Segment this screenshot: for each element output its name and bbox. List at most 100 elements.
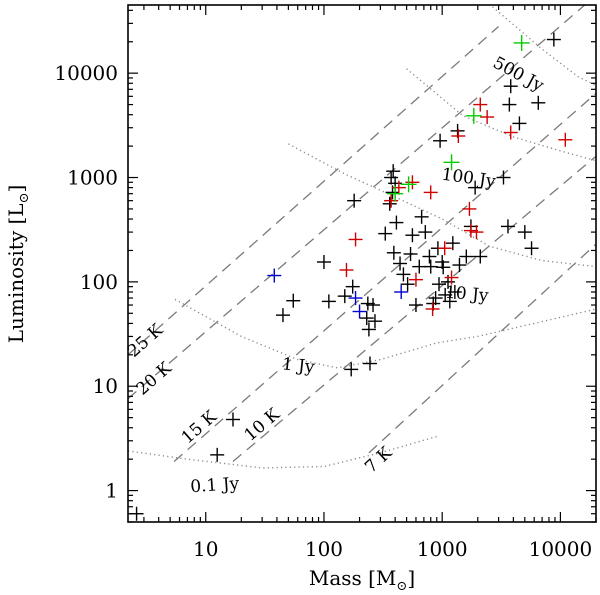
axis-ticks: 10 100 1000 10000 1 10 100 1000 10000 — [54, 5, 597, 561]
data-point — [444, 270, 459, 285]
data-point — [408, 272, 423, 287]
data-point — [367, 314, 382, 329]
data-point — [468, 180, 483, 195]
data-point — [337, 289, 352, 304]
data-point — [524, 241, 539, 256]
x-tick-label: 10000 — [529, 537, 593, 561]
temperature-line-20-k — [128, 5, 586, 400]
y-tick-label: 1 — [105, 479, 118, 503]
data-point — [348, 291, 363, 306]
data-point — [384, 193, 399, 208]
data-point — [437, 241, 452, 256]
data-point — [503, 79, 518, 94]
data-point — [422, 249, 437, 264]
data-point — [428, 291, 443, 306]
data-point — [423, 185, 438, 200]
data-point — [432, 277, 447, 292]
data-point — [418, 225, 433, 240]
data-point — [502, 97, 517, 112]
flux-label-1-jy: 1 Jy — [281, 354, 316, 377]
data-point — [473, 249, 488, 264]
data-point — [345, 279, 360, 294]
data-point — [405, 175, 420, 190]
data-point — [316, 255, 331, 270]
data-point — [403, 246, 418, 261]
data-point — [347, 193, 362, 208]
data-point — [359, 311, 374, 326]
data-point — [275, 308, 290, 323]
data-point — [389, 215, 404, 230]
data-point — [436, 260, 451, 275]
x-tick-label: 1000 — [417, 537, 468, 561]
data-point — [396, 267, 411, 282]
data-point — [387, 185, 404, 202]
plot-frame — [127, 4, 597, 523]
data-point — [443, 154, 460, 171]
data-point — [400, 277, 415, 292]
flux-line-0p1-jy — [128, 435, 437, 469]
data-point — [451, 128, 466, 143]
data-point — [366, 298, 381, 313]
data-point — [348, 232, 363, 247]
data-point — [531, 95, 546, 110]
temperature-line-25-k — [128, 26, 500, 356]
data-point — [378, 226, 393, 241]
temperature-label-15-k: 15 K — [178, 407, 221, 448]
data-point — [447, 284, 462, 299]
temperature-label-20-k: 20 K — [133, 358, 176, 399]
temperature-line-10-k — [232, 155, 596, 462]
temperature-label-10-k: 10 K — [241, 404, 285, 445]
data-point — [503, 125, 518, 140]
flux-line-100-jy — [406, 68, 596, 162]
y-tick-label: 100 — [80, 270, 118, 294]
temperature-label-7-k: 7 K — [361, 443, 396, 478]
data-point — [393, 256, 408, 271]
data-point — [452, 258, 467, 273]
data-point — [344, 362, 359, 377]
data-point — [286, 293, 301, 308]
x-tick-label: 100 — [305, 537, 343, 561]
data-point — [391, 180, 406, 195]
data-point — [480, 110, 495, 125]
data-point — [517, 225, 532, 240]
data-point — [425, 301, 440, 316]
data-point — [210, 447, 225, 462]
temperature-line-7-k — [368, 243, 596, 454]
flux-label-0p1-jy: 0.1 Jy — [190, 474, 241, 497]
guide-lines — [128, 5, 596, 469]
data-point — [352, 304, 367, 319]
data-point — [408, 298, 423, 313]
data-point — [462, 201, 477, 216]
data-point — [459, 249, 474, 264]
data-point — [433, 133, 448, 148]
data-point — [321, 294, 336, 309]
x-axis-title: Mass [M⊙] — [309, 566, 415, 594]
data-point — [400, 176, 417, 193]
y-tick-label: 1000 — [67, 166, 118, 190]
data-point — [445, 236, 460, 251]
y-tick-label: 10000 — [54, 61, 118, 85]
x-tick-label: 10 — [193, 537, 218, 561]
data-point — [384, 170, 399, 185]
data-point — [423, 259, 438, 274]
data-point — [267, 268, 282, 283]
temperature-line-15-k — [173, 92, 596, 462]
data-point — [558, 132, 573, 147]
y-axis-title: Luminosity [L⊙] — [4, 185, 32, 344]
y-axis-title-sub: ⊙ — [17, 193, 32, 204]
x-axis-title-sub: ⊙ — [396, 579, 407, 594]
flux-label-500-jy: 500 Jy — [490, 53, 548, 96]
data-point — [362, 356, 377, 371]
data-point — [473, 97, 488, 112]
data-point — [225, 412, 240, 427]
data-point — [442, 294, 457, 309]
flux-label-100-jy: 100 Jy — [440, 165, 497, 192]
data-point — [386, 245, 401, 260]
data-point — [386, 164, 401, 179]
x-axis-title-end: ] — [407, 566, 415, 590]
data-point — [361, 322, 376, 337]
x-axis-title-main: Mass [M — [309, 566, 397, 590]
data-point — [394, 284, 409, 299]
